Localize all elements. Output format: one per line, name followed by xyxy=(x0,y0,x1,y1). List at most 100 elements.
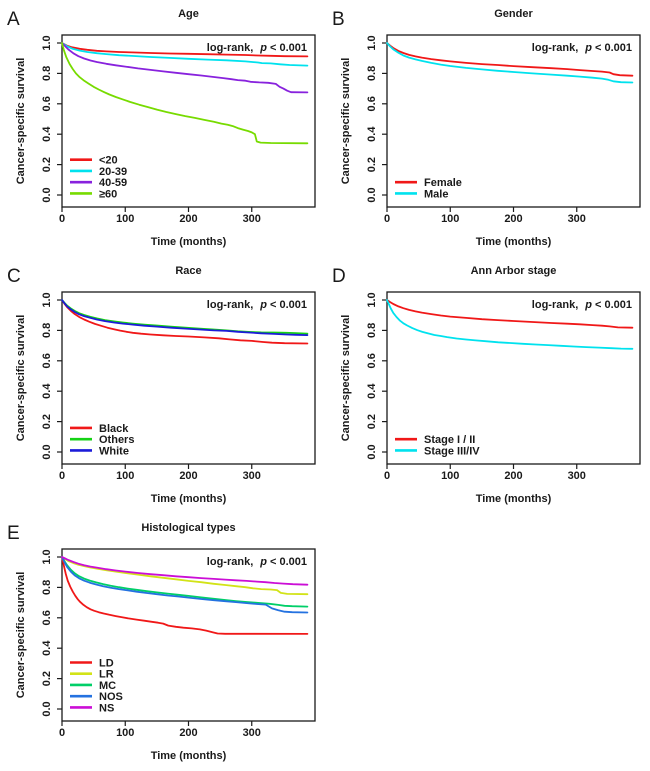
x-tick-label: 200 xyxy=(179,470,197,482)
annotation-p-symbol: p xyxy=(259,556,267,568)
chart-age: A Age 0 100 200 300 0.0 0.2 0.4 0.6 0.8 1.0 Time (mo… xyxy=(7,8,316,248)
y-tick-label: 0.4 xyxy=(41,383,53,399)
x-tick-label: 200 xyxy=(504,470,522,482)
y-tick-label: 0.6 xyxy=(366,96,378,111)
y-tick-label: 0.6 xyxy=(41,353,53,368)
panel-race: C Race 0 100 200 300 0.0 0.2 0.4 0.6 0.8 1.0 Time (m… xyxy=(0,257,325,514)
annotation-p-symbol: p xyxy=(584,42,592,54)
y-tick-label: 0.0 xyxy=(366,187,378,202)
y-tick-label: 0.8 xyxy=(366,66,378,81)
legend-label: Black xyxy=(99,423,129,435)
panel-histological-types: E Histological types 0 100 200 300 0.0 0.2 0.4 0.… xyxy=(0,514,325,771)
legend-label: LR xyxy=(99,669,114,681)
legend-label: MC xyxy=(99,680,116,692)
y-tick-label: 0.0 xyxy=(41,701,53,716)
y-tick-label: 0.4 xyxy=(41,640,53,656)
x-tick-label: 0 xyxy=(59,470,65,482)
x-tick-label: 300 xyxy=(243,727,261,739)
x-tick-label: 0 xyxy=(384,213,390,225)
panel-title: Age xyxy=(178,8,199,20)
panel-age: A Age 0 100 200 300 0.0 0.2 0.4 0.6 0.8 1.0 Time (mo… xyxy=(0,0,325,257)
x-tick-label: 0 xyxy=(59,213,65,225)
x-axis-label: Time (months) xyxy=(151,236,227,248)
annotation-post: < 0.001 xyxy=(270,42,307,54)
x-tick-label: 100 xyxy=(116,727,134,739)
x-tick-label: 200 xyxy=(179,213,197,225)
y-tick-label: 0.0 xyxy=(41,187,53,202)
panel-letter: E xyxy=(7,523,20,544)
y-tick-label: 1.0 xyxy=(366,35,378,50)
annotation-pre: log-rank, xyxy=(532,299,578,311)
x-tick-label: 200 xyxy=(504,213,522,225)
panel-gender: B Gender 0 100 200 300 0.0 0.2 0.4 0.6 0.8 1.0 Time … xyxy=(325,0,650,257)
annotation-post: < 0.001 xyxy=(595,299,632,311)
y-tick-label: 0.2 xyxy=(366,157,378,172)
y-tick-label: 0.2 xyxy=(41,157,53,172)
legend-label: Stage I / II xyxy=(424,434,475,446)
curve-White xyxy=(61,299,309,336)
legend-label: <20 xyxy=(99,155,118,167)
x-tick-label: 300 xyxy=(568,470,586,482)
curve-Female xyxy=(386,42,634,77)
curve-Male xyxy=(386,42,634,84)
annotation-post: < 0.001 xyxy=(595,42,632,54)
annotation-post: < 0.001 xyxy=(270,299,307,311)
curve-Black xyxy=(61,299,309,345)
panel-letter: C xyxy=(7,266,21,287)
y-tick-label: 1.0 xyxy=(366,292,378,307)
empty-cell xyxy=(325,514,650,771)
y-tick-label: 0.6 xyxy=(366,353,378,368)
curve-MC xyxy=(61,556,309,608)
y-tick-label: 0.2 xyxy=(366,414,378,429)
curve-40-59 xyxy=(61,42,309,94)
chart-histological-types: E Histological types 0 100 200 300 0.0 0.2 0.4 0.… xyxy=(7,522,316,762)
panel-letter: D xyxy=(332,266,346,287)
x-tick-label: 100 xyxy=(116,213,134,225)
chart-gender: B Gender 0 100 200 300 0.0 0.2 0.4 0.6 0.8 1.0 Time … xyxy=(332,8,641,248)
y-tick-label: 0.2 xyxy=(41,671,53,686)
panel-letter: B xyxy=(332,9,345,30)
y-tick-label: 0.2 xyxy=(41,414,53,429)
y-tick-label: 0.8 xyxy=(41,323,53,338)
y-axis-label: Cancer-specific survival xyxy=(15,58,27,185)
annotation-pre: log-rank, xyxy=(207,556,253,568)
x-axis-label: Time (months) xyxy=(151,493,227,505)
y-tick-label: 0.8 xyxy=(41,580,53,595)
y-tick-label: 1.0 xyxy=(41,292,53,307)
annotation-post: < 0.001 xyxy=(270,556,307,568)
y-tick-label: 0.4 xyxy=(41,126,53,142)
panel-title: Gender xyxy=(494,8,533,20)
y-tick-label: 1.0 xyxy=(41,549,53,564)
y-tick-label: 0.4 xyxy=(366,126,378,142)
annotation-p-symbol: p xyxy=(584,299,592,311)
legend-label: Male xyxy=(424,188,448,200)
curve-<20 xyxy=(61,42,309,58)
annotation-p-symbol: p xyxy=(259,42,267,54)
y-axis-label: Cancer-specific survival xyxy=(15,315,27,442)
legend-label: NS xyxy=(99,702,114,714)
logrank-annotation: log-rank, p < 0.001 xyxy=(207,42,307,54)
y-axis-label: Cancer-specific survival xyxy=(15,572,27,699)
x-axis-label: Time (months) xyxy=(476,236,552,248)
annotation-p-symbol: p xyxy=(259,299,267,311)
y-tick-label: 0.6 xyxy=(41,96,53,111)
curve-Stage III/IV xyxy=(386,299,634,350)
logrank-annotation: log-rank, p < 0.001 xyxy=(532,299,632,311)
logrank-annotation: log-rank, p < 0.001 xyxy=(532,42,632,54)
legend-label: 40-59 xyxy=(99,177,127,189)
chart-race: C Race 0 100 200 300 0.0 0.2 0.4 0.6 0.8 1.0 Time (m… xyxy=(7,265,316,505)
y-tick-label: 0.8 xyxy=(366,323,378,338)
x-tick-label: 100 xyxy=(441,213,459,225)
y-tick-label: 1.0 xyxy=(41,35,53,50)
curve-≥60 xyxy=(61,42,309,145)
x-tick-label: 300 xyxy=(243,470,261,482)
legend-label: White xyxy=(99,445,129,457)
curve-LR xyxy=(61,556,309,596)
y-axis-label: Cancer-specific survival xyxy=(340,58,352,185)
legend-label: 20-39 xyxy=(99,166,127,178)
legend-label: Others xyxy=(99,434,134,446)
x-tick-label: 100 xyxy=(116,470,134,482)
panel-title: Ann Arbor stage xyxy=(471,265,557,277)
y-tick-label: 0.4 xyxy=(366,383,378,399)
